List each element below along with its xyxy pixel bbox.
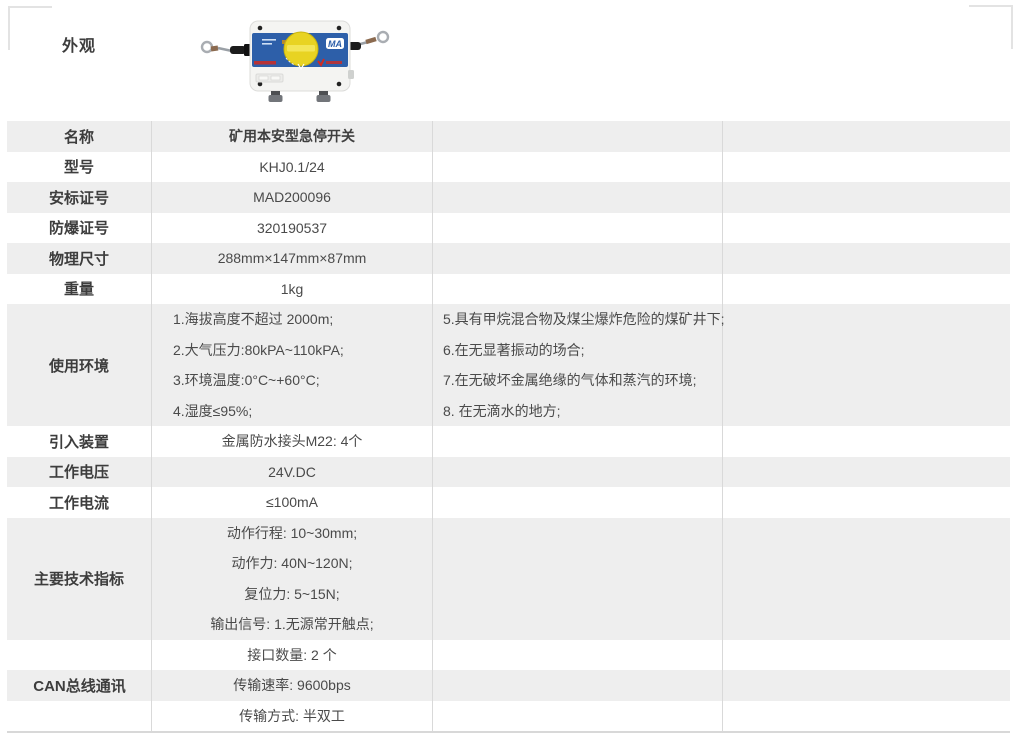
spec-row-tech-specs: 主要技术指标 动作行程: 10~30mm; 动作力: 40N~120N; 复位力… xyxy=(7,517,1010,640)
label-plate-slot xyxy=(270,75,281,81)
can-duplex-value: 传输方式: 半双工 xyxy=(152,700,433,731)
red-model-text xyxy=(254,61,276,65)
tech-spec-item: 动作力: 40N~120N; xyxy=(231,555,353,571)
red-brand-mark xyxy=(317,58,325,67)
screw-icon xyxy=(336,25,342,31)
environment-item: 1.海拔高度不超过 2000m; xyxy=(173,311,334,327)
right-ferrule xyxy=(365,36,377,45)
spec-row-explosion-cert: 防爆证号 320190537 xyxy=(7,212,1010,243)
spec-label-voltage: 工作电压 xyxy=(7,456,152,487)
left-ferrule xyxy=(210,45,219,52)
spec-table: 名称 矿用本安型急停开关 型号 KHJ0.1/24 安标证号 MAD200096… xyxy=(7,121,1010,733)
spec-row-voltage: 工作电压 24V.DC xyxy=(7,456,1010,487)
environment-items-left: 1.海拔高度不超过 2000m; 2.大气压力:80kPA~110kPA; 3.… xyxy=(152,304,433,426)
spec-value-name: 矿用本安型急停开关 xyxy=(152,121,433,152)
environment-item: 5.具有甲烷混合物及煤尘爆炸危险的煤矿井下; xyxy=(443,311,725,327)
spec-row-dimensions: 物理尺寸 288mm×147mm×87mm xyxy=(7,243,1010,274)
cable-gland xyxy=(268,95,283,102)
environment-item: 2.大气压力:80kPA~110kPA; xyxy=(173,341,344,358)
can-subrow-ports: 接口数量: 2 个 xyxy=(7,639,1010,670)
key-lock xyxy=(282,40,286,44)
cable-gland xyxy=(316,95,331,102)
spec-label-explosion-cert: 防爆证号 xyxy=(7,212,152,243)
spec-label-name: 名称 xyxy=(7,121,152,152)
environment-item: 8. 在无滴水的地方; xyxy=(443,402,561,419)
frame-corner-top-right xyxy=(969,5,1013,49)
tech-spec-item: 输出信号: 1.无源常开触点; xyxy=(210,616,374,632)
spec-label-cable-entry: 引入装置 xyxy=(7,426,152,457)
screw-icon xyxy=(257,81,263,87)
right-eyelet xyxy=(376,30,390,44)
can-ports-value: 接口数量: 2 个 xyxy=(152,639,433,670)
right-boot xyxy=(348,42,361,50)
tech-spec-items: 动作行程: 10~30mm; 动作力: 40N~120N; 复位力: 5~15N… xyxy=(152,517,433,640)
appearance-section-label: 外观 xyxy=(62,38,97,55)
red-brand-text xyxy=(326,61,342,64)
environment-item: 3.环境温度:0°C~+60°C; xyxy=(173,372,320,388)
spec-row-model: 型号 KHJ0.1/24 xyxy=(7,151,1010,182)
spec-value-voltage: 24V.DC xyxy=(152,456,433,487)
ma-logo-box xyxy=(326,38,344,49)
spec-row-cable-entry: 引入装置 金属防水接头M22: 4个 xyxy=(7,426,1010,457)
environment-items-right: 5.具有甲烷混合物及煤尘爆炸危险的煤矿井下; 6.在无显著振动的场合; 7.在无… xyxy=(433,304,725,426)
spec-value-explosion-cert: 320190537 xyxy=(152,212,433,243)
can-subrow-duplex: 传输方式: 半双工 xyxy=(7,700,1010,731)
spec-label-safety-cert: 安标证号 xyxy=(7,182,152,213)
knob-arrow xyxy=(285,57,296,66)
spec-label-tech-specs: 主要技术指标 xyxy=(7,517,152,640)
ma-logo-text: MA xyxy=(328,39,342,49)
spec-label-model: 型号 xyxy=(7,151,152,182)
frame-corner-top-left xyxy=(8,6,52,50)
spec-row-environment: 使用环境 1.海拔高度不超过 2000m; 2.大气压力:80kPA~110kP… xyxy=(7,304,1010,426)
panel-pictogram xyxy=(297,63,305,71)
tech-spec-item: 复位力: 5~15N; xyxy=(244,585,340,602)
can-subrow-baudrate: 传输速率: 9600bps xyxy=(7,670,1010,701)
spec-value-current: ≤100mA xyxy=(152,487,433,518)
spec-row-current: 工作电流 ≤100mA xyxy=(7,487,1010,518)
left-eyelet xyxy=(200,40,214,54)
environment-item: 4.湿度≤95%; xyxy=(173,402,253,419)
spec-label-dimensions: 物理尺寸 xyxy=(7,243,152,274)
label-plate-slot xyxy=(258,75,269,81)
cable-gland xyxy=(271,91,280,95)
spec-value-model: KHJ0.1/24 xyxy=(152,151,433,182)
panel-caption-line xyxy=(262,43,272,45)
can-baudrate-value: 传输速率: 9600bps xyxy=(152,670,433,701)
tech-spec-item: 动作行程: 10~30mm; xyxy=(226,524,358,541)
spec-value-dimensions: 288mm×147mm×87mm xyxy=(152,243,433,274)
spec-label-current: 工作电流 xyxy=(7,487,152,518)
left-wire xyxy=(217,46,233,53)
environment-item: 7.在无破坏金属绝缘的气体和蒸汽的环境; xyxy=(443,372,697,388)
spec-value-weight: 1kg xyxy=(152,273,433,304)
left-gland xyxy=(244,44,251,56)
screw-icon xyxy=(336,81,342,87)
product-photo-emergency-stop-switch: MA xyxy=(200,20,390,102)
spec-row-weight: 重量 1kg xyxy=(7,273,1010,304)
screw-icon xyxy=(257,25,263,31)
spec-value-cable-entry: 金属防水接头M22: 4个 xyxy=(152,426,433,457)
spec-label-weight: 重量 xyxy=(7,273,152,304)
side-connector xyxy=(348,70,354,79)
spec-label-environment: 使用环境 xyxy=(7,304,152,426)
knob-handle xyxy=(287,45,315,52)
spec-row-safety-cert: 安标证号 MAD200096 xyxy=(7,182,1010,213)
environment-item: 6.在无显著振动的场合; xyxy=(443,341,585,358)
cable-gland xyxy=(319,91,328,95)
spec-value-safety-cert: MAD200096 xyxy=(152,182,433,213)
panel-caption-line xyxy=(262,39,276,41)
left-boot xyxy=(230,46,246,54)
spec-row-can-bus: 接口数量: 2 个 传输速率: 9600bps 传输方式: 半双工 CAN总线通… xyxy=(7,639,1010,731)
spec-row-name: 名称 矿用本安型急停开关 xyxy=(7,121,1010,152)
